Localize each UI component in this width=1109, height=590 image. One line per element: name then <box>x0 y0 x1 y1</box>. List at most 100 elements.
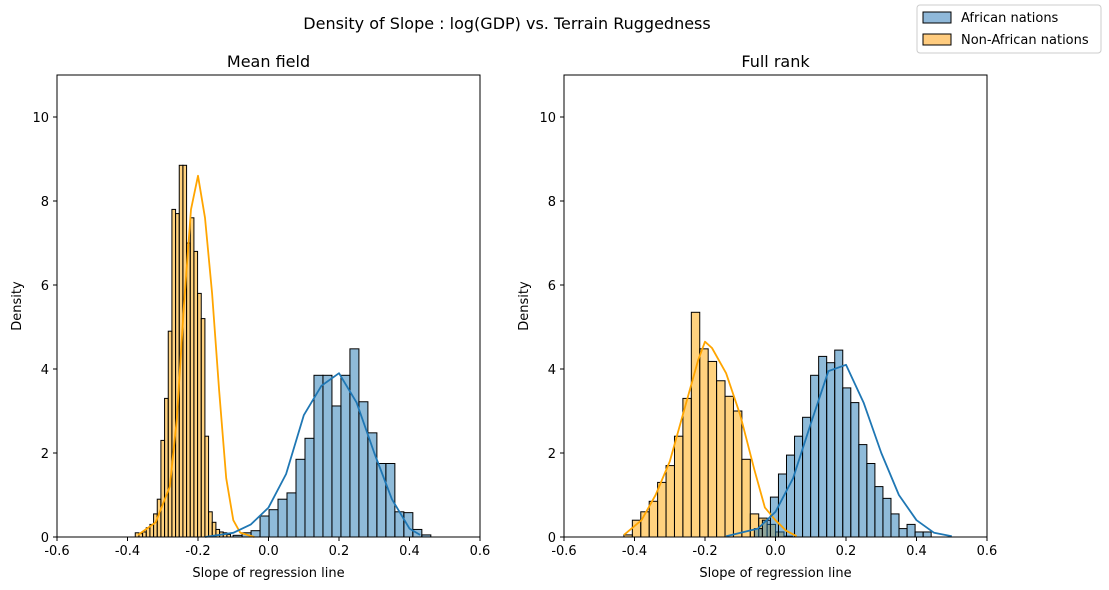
african-bar <box>922 531 932 538</box>
x-tick-label: 0.0 <box>765 544 786 559</box>
african-bars <box>753 349 932 538</box>
x-tick-label: -0.6 <box>44 544 69 559</box>
african-kde-line <box>204 372 421 538</box>
non-african-bar <box>142 531 147 538</box>
non-african-bar <box>699 348 709 538</box>
non-african-bar <box>648 500 659 538</box>
axes-frame <box>56 74 481 538</box>
non-african-bar <box>741 458 751 538</box>
non-african-bar <box>200 318 206 538</box>
legend-swatch-non-african <box>922 33 952 46</box>
african-bar <box>882 497 892 538</box>
non-african-bar <box>182 164 188 538</box>
x-tick-label: 0.2 <box>329 544 350 559</box>
legend-label-non-african: Non-African nations <box>961 33 1089 48</box>
y-tick-label: 4 <box>548 363 556 378</box>
african-bar <box>898 528 908 538</box>
panel-title: Mean field <box>227 52 310 71</box>
panel-title: Full rank <box>741 52 810 71</box>
non-african-bar <box>193 250 199 538</box>
x-tick-label: -0.2 <box>692 544 717 559</box>
x-tick-label: 0.0 <box>258 544 279 559</box>
x-tick-label: 0.6 <box>470 544 491 559</box>
panel-mean-field: -0.6 -0.4 -0.2 0.0 0.2 0.4 0.6 0 2 4 6 8 10 Mean fiel… <box>10 52 490 581</box>
non-african-bar <box>724 395 734 538</box>
y-tick-label: 8 <box>41 195 49 210</box>
x-tick-label: -0.4 <box>622 544 647 559</box>
african-bar <box>769 496 779 538</box>
african-bar <box>322 374 333 538</box>
panel-full-rank: -0.6 -0.4 -0.2 0.0 0.2 0.4 0.6 0 2 4 6 8 10 Full rank… <box>517 52 997 581</box>
african-bar <box>376 463 387 538</box>
x-tick-label: 0.4 <box>399 544 420 559</box>
non-african-bar <box>204 435 210 538</box>
african-bar <box>858 444 868 538</box>
african-bar <box>304 437 315 538</box>
african-bar <box>810 374 820 538</box>
y-tick-label: 4 <box>41 363 49 378</box>
legend: African nations Non-African nations <box>916 4 1102 54</box>
african-bar <box>834 349 844 538</box>
african-bar <box>403 512 414 538</box>
x-tick-label: 0.2 <box>836 544 857 559</box>
x-tick-label: -0.4 <box>115 544 140 559</box>
non-african-bar <box>197 292 202 538</box>
y-tick-label: 0 <box>548 531 556 546</box>
african-bar <box>349 348 360 538</box>
non-african-bar <box>732 410 743 538</box>
non-african-bar <box>171 208 177 538</box>
y-axis-label: Density <box>517 281 532 331</box>
y-tick-label: 10 <box>539 111 556 126</box>
x-tick-label: -0.6 <box>551 544 576 559</box>
african-bar <box>268 509 279 538</box>
x-axis-label: Slope of regression line <box>192 566 344 581</box>
african-bar <box>874 486 884 538</box>
y-tick-label: 0 <box>41 531 49 546</box>
african-bar <box>259 515 270 538</box>
african-bar <box>914 531 924 538</box>
african-kde-line <box>725 363 952 538</box>
x-tick-label: 0.4 <box>906 544 927 559</box>
non-african-bar <box>673 435 684 538</box>
non-african-bar <box>665 465 675 538</box>
african-bar <box>277 498 288 538</box>
african-bar <box>286 492 297 538</box>
non-african-bar <box>160 439 166 538</box>
non-african-kde-line <box>137 174 255 538</box>
african-bar <box>842 387 852 538</box>
non-african-bar <box>716 380 726 538</box>
x-tick-label: 0.6 <box>977 544 998 559</box>
non-african-bar <box>189 217 195 538</box>
y-tick-label: 6 <box>41 279 49 294</box>
african-bar <box>295 458 306 538</box>
african-bar <box>906 523 916 538</box>
non-african-bar <box>682 397 692 538</box>
y-tick-label: 2 <box>41 447 49 462</box>
non-african-bar <box>208 511 213 538</box>
african-bar <box>785 454 796 538</box>
y-tick-label: 2 <box>548 447 556 462</box>
non-african-bars <box>623 311 793 538</box>
legend-swatch-african <box>922 11 952 24</box>
african-bar <box>340 374 351 538</box>
african-bar <box>866 463 876 538</box>
legend-label-african: African nations <box>961 11 1059 26</box>
african-bar <box>826 362 836 538</box>
figure-suptitle: Density of Slope : log(GDP) vs. Terrain … <box>303 14 710 33</box>
axes-frame <box>563 74 988 538</box>
y-tick-label: 8 <box>548 195 556 210</box>
non-african-bar <box>164 397 169 538</box>
african-bars <box>232 348 432 538</box>
x-axis-label: Slope of regression line <box>699 566 851 581</box>
african-bar <box>818 355 828 538</box>
y-tick-label: 6 <box>548 279 556 294</box>
non-african-bar <box>657 481 667 538</box>
legend-frame <box>916 4 1102 54</box>
non-african-bar <box>690 311 701 538</box>
african-bar <box>331 405 342 538</box>
african-bar <box>313 374 324 538</box>
non-african-bar <box>707 360 718 538</box>
y-axis-label: Density <box>10 281 25 331</box>
african-bar <box>850 402 860 538</box>
